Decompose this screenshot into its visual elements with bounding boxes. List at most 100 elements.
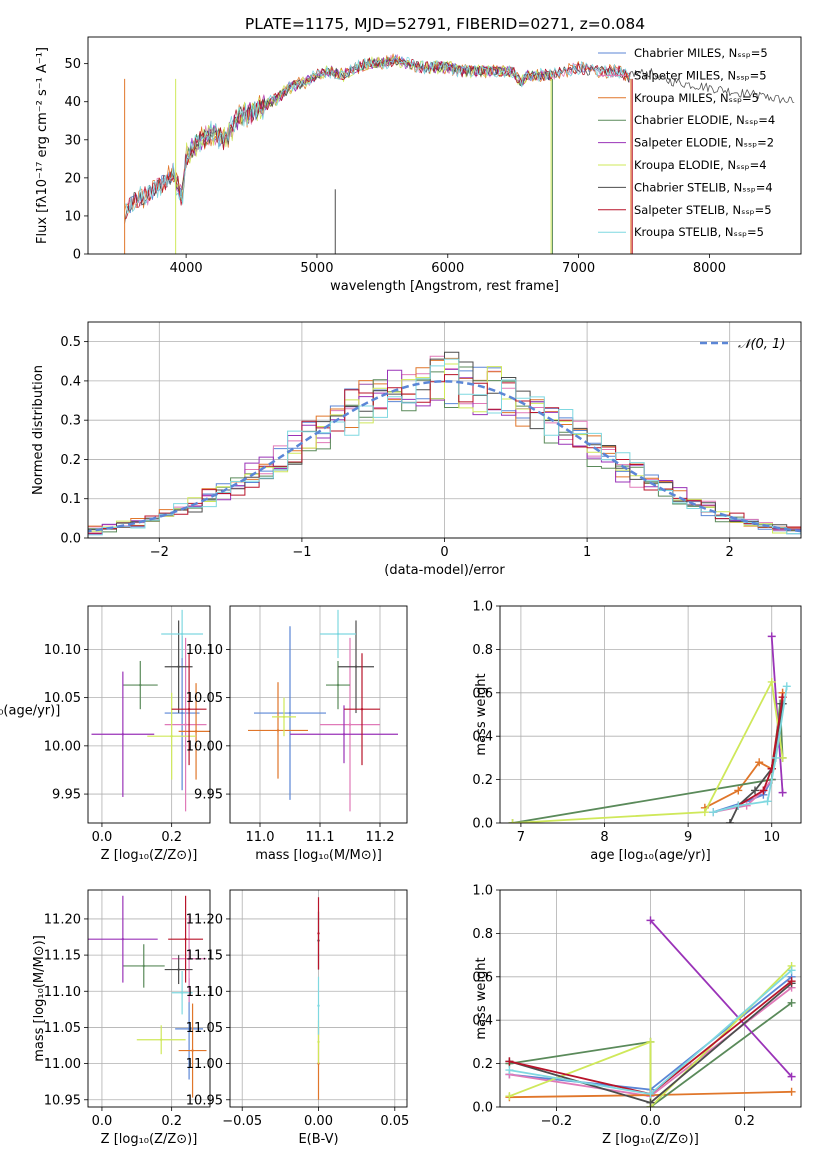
- x-tick-label: 0.2: [161, 830, 182, 845]
- y-tick-label: 11.05: [44, 1021, 81, 1036]
- data-point: [194, 730, 198, 733]
- y-tick-label: 11.10: [44, 985, 81, 1000]
- axes-frame: [229, 605, 408, 824]
- legend-label: Kroupa ELODIE, Nₛₛₚ=4: [634, 158, 767, 172]
- plus-marker: [771, 753, 780, 762]
- data-point: [187, 707, 191, 711]
- data-point: [336, 632, 340, 636]
- plus-marker: [646, 1098, 655, 1107]
- x-tick-label: −1: [292, 545, 311, 560]
- axes-frame: [87, 605, 211, 824]
- x-axis-label: Z [log₁₀(Z/Z⊙)]: [101, 1132, 198, 1147]
- x-axis-label: age [log₁₀(age/yr)]: [590, 848, 711, 863]
- legend-label: 𝒩(0, 1): [738, 337, 785, 352]
- y-tick-label: 11.05: [186, 1021, 223, 1036]
- y-tick-label: 10.00: [44, 739, 81, 754]
- plus-marker: [734, 801, 743, 810]
- x-axis-label: Z [log₁₀(Z/Z⊙)]: [602, 1132, 699, 1147]
- data-point: [317, 1004, 320, 1007]
- x-tick-label: −0.2: [541, 1114, 573, 1129]
- y-axis-label: age [log₁₀(age/yr)]: [0, 704, 60, 719]
- y-tick-label: 10.10: [44, 643, 81, 658]
- x-tick-label: 1: [583, 545, 591, 560]
- y-tick-label: 11.00: [186, 1057, 223, 1072]
- massweight-vs-age-lines: [508, 632, 791, 823]
- plus-marker: [763, 797, 772, 806]
- spectrum-line: [175, 56, 553, 200]
- legend-label: Salpeter ELODIE, Nₛₛₚ=2: [634, 136, 774, 150]
- axes-frame: [87, 321, 802, 539]
- x-tick-label: 10: [763, 830, 780, 845]
- y-tick-label: 0.0: [472, 817, 493, 832]
- axes-frame: [87, 36, 802, 255]
- x-tick-label: −0.05: [222, 1114, 262, 1129]
- y-tick-label: 0.4: [472, 1014, 493, 1029]
- y-tick-label: 10.00: [186, 739, 223, 754]
- x-tick-label: 9: [684, 830, 692, 845]
- axes-frame: [499, 605, 802, 824]
- x-tick-label: 7000: [562, 261, 595, 276]
- x-axis-label: (data-model)/error: [384, 563, 505, 578]
- data-point: [360, 707, 364, 711]
- histogram-step: [88, 358, 801, 536]
- data-point: [121, 733, 125, 736]
- y-axis-label: Normed distribution: [31, 365, 46, 495]
- y-tick-label: 10.95: [186, 1093, 223, 1108]
- data-point: [184, 723, 187, 726]
- plus-marker: [787, 1072, 796, 1081]
- age-vs-mass-axes: [226, 606, 407, 827]
- spectrum-line: [124, 56, 631, 214]
- y-axis-label: mass weight: [474, 673, 489, 755]
- y-tick-label: 11.15: [186, 949, 223, 964]
- axes-frame: [87, 889, 211, 1108]
- legend-label: Salpeter STELIB, Nₛₛₚ=5: [634, 203, 772, 217]
- legend-label: Kroupa MILES, Nₛₛₚ=5: [634, 91, 759, 105]
- plus-marker: [787, 966, 796, 975]
- x-tick-label: 6000: [431, 261, 464, 276]
- y-tick-label: 11.10: [186, 985, 223, 1000]
- y-tick-label: 40: [64, 95, 81, 110]
- figure-title: PLATE=1175, MJD=52791, FIBERID=0271, z=0…: [245, 15, 645, 33]
- y-tick-label: 10: [64, 209, 81, 224]
- spectrum-lines: [124, 53, 795, 254]
- data-point: [276, 729, 280, 732]
- data-point: [180, 632, 184, 636]
- plus-marker: [787, 1087, 796, 1096]
- y-tick-label: 11.15: [44, 949, 81, 964]
- x-tick-label: 11.2: [366, 830, 395, 845]
- series-line: [649, 919, 793, 1078]
- y-tick-label: 0.5: [60, 335, 81, 350]
- data-point: [187, 957, 191, 960]
- age-vs-Z-points: [91, 609, 210, 812]
- data-point: [177, 665, 180, 668]
- data-point: [160, 1038, 163, 1041]
- y-axis-label: Flux [fλ10⁻¹⁷ erg cm⁻² s⁻¹ A⁻¹]: [35, 47, 50, 244]
- x-tick-label: 0.00: [304, 1114, 333, 1129]
- x-tick-label: 8000: [693, 261, 726, 276]
- y-tick-label: 30: [64, 133, 81, 148]
- y-tick-label: 9.95: [52, 788, 81, 803]
- axes-frame: [499, 889, 802, 1108]
- plus-marker: [787, 977, 796, 986]
- series-line: [737, 696, 784, 807]
- plus-marker: [734, 786, 743, 795]
- plus-marker: [505, 1057, 514, 1066]
- y-axis-label: mass [log₁₀(M/M⊙)]: [32, 935, 47, 1062]
- data-point: [342, 733, 346, 736]
- plus-marker: [646, 1037, 655, 1046]
- gaussian-curve: [88, 380, 801, 533]
- y-tick-label: 0.4: [472, 730, 493, 745]
- data-point: [191, 1049, 194, 1052]
- data-point: [336, 683, 340, 687]
- legend-label: Chabrier ELODIE, Nₛₛₚ=4: [634, 113, 775, 127]
- data-point: [354, 665, 358, 668]
- data-point: [348, 723, 352, 726]
- x-tick-label: 0.2: [161, 1114, 182, 1129]
- plus-marker: [646, 1089, 655, 1098]
- plus-marker: [755, 758, 764, 767]
- y-tick-label: 10.05: [186, 691, 223, 706]
- x-tick-label: 8: [600, 830, 608, 845]
- y-tick-label: 0.3: [60, 414, 81, 429]
- plus-marker: [767, 632, 776, 641]
- x-axis-label: wavelength [Angstrom, rest frame]: [330, 279, 559, 294]
